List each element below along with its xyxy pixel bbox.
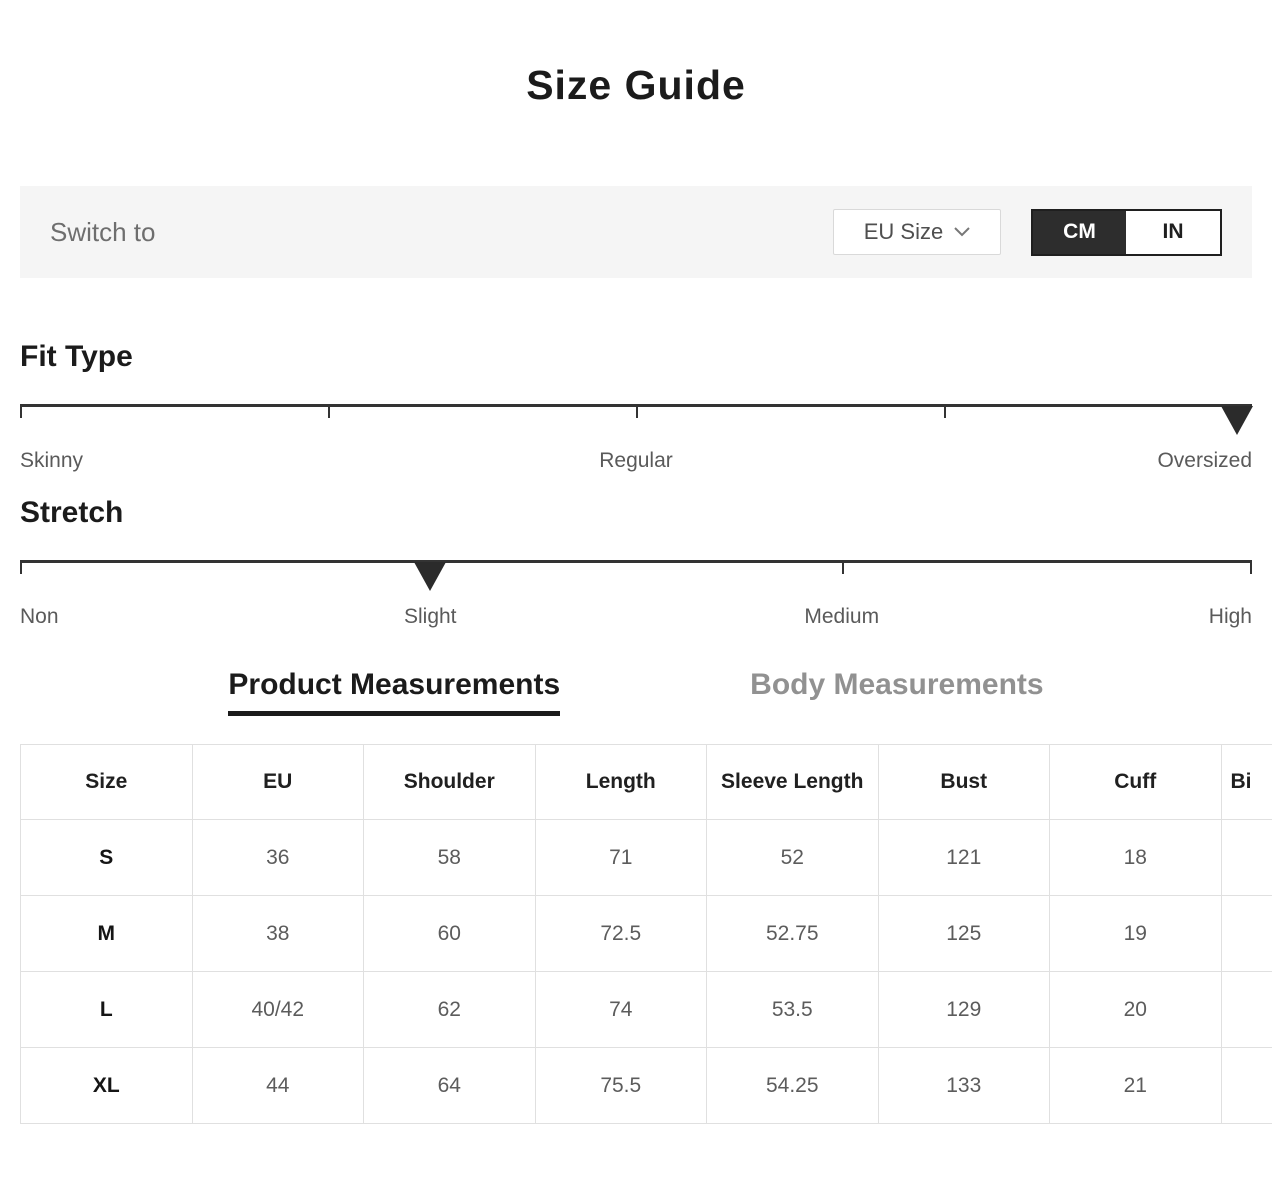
fit-type-tick	[944, 406, 946, 419]
stretch-tick	[20, 562, 22, 575]
stretch-slider: Non Slight Medium High	[20, 560, 1252, 631]
stretch-label-medium: Medium	[804, 605, 880, 629]
stretch-heading: Stretch	[20, 496, 124, 530]
table-row: XL 44 64 75.5 54.25 133 21	[20, 1047, 1272, 1125]
value-cell: 58	[363, 819, 536, 897]
value-cell: 121	[877, 819, 1050, 897]
value-cell: 21	[1049, 1047, 1222, 1125]
stretch-tick	[1250, 562, 1252, 575]
value-cell: 38	[191, 895, 364, 973]
table-header-row: Size EU Shoulder Length Sleeve Length Bust Cuf…	[20, 744, 1272, 821]
value-cell	[1220, 819, 1272, 897]
value-cell: 53.5	[706, 971, 879, 1049]
value-cell: 72.5	[534, 895, 707, 973]
stretch-label-slight: Slight	[403, 605, 457, 629]
chevron-down-icon	[954, 227, 970, 237]
fit-type-tick	[636, 406, 638, 419]
value-cell	[1220, 971, 1272, 1049]
column-header: Sleeve Length	[706, 744, 879, 821]
switch-to-label: Switch to	[50, 216, 156, 247]
stretch-labels: Non Slight Medium High	[20, 605, 1252, 631]
size-system-value: EU Size	[863, 219, 944, 245]
size-cell: L	[20, 971, 193, 1049]
page-title: Size Guide	[526, 62, 746, 108]
fit-type-track-line	[20, 404, 1252, 408]
value-cell: 75.5	[534, 1047, 707, 1125]
unit-cm-button[interactable]: CM	[1033, 210, 1126, 254]
table-row: L 40/42 62 74 53.5 129 20	[20, 971, 1272, 1049]
unit-in-button[interactable]: IN	[1126, 210, 1220, 254]
value-cell: 44	[191, 1047, 364, 1125]
column-header: EU	[191, 744, 364, 821]
value-cell: 125	[877, 895, 1050, 973]
measurement-tabs: Product Measurements Body Measurements	[20, 668, 1252, 717]
value-cell: 60	[363, 895, 536, 973]
unit-toggle: CM IN	[1031, 208, 1222, 256]
value-cell: 52	[706, 819, 879, 897]
fit-type-slider: Skinny Regular Oversized	[20, 404, 1254, 475]
value-cell	[1220, 895, 1272, 973]
size-cell: S	[20, 819, 193, 897]
value-cell	[1220, 1047, 1272, 1125]
tab-product-measurements[interactable]: Product Measurements	[228, 668, 561, 717]
fit-type-tick	[20, 406, 22, 419]
column-header: Length	[534, 744, 707, 821]
value-cell: 40/42	[191, 971, 364, 1049]
column-header: Bi	[1220, 744, 1272, 821]
value-cell: 71	[534, 819, 707, 897]
value-cell: 133	[877, 1047, 1050, 1125]
value-cell: 52.75	[706, 895, 879, 973]
fit-type-label-oversized: Oversized	[1157, 449, 1252, 473]
stretch-label-high: High	[1208, 605, 1252, 629]
size-system-dropdown[interactable]: EU Size	[833, 209, 1001, 256]
size-table: Size EU Shoulder Length Sleeve Length Bust Cuf…	[20, 744, 1272, 1125]
value-cell: 19	[1049, 895, 1222, 973]
column-header: Cuff	[1049, 744, 1222, 821]
fit-type-heading: Fit Type	[20, 340, 133, 374]
column-header: Shoulder	[363, 744, 536, 821]
column-header: Bust	[877, 744, 1050, 821]
value-cell: 62	[363, 971, 536, 1049]
stretch-track	[20, 560, 1252, 594]
fit-type-tick	[328, 406, 330, 419]
value-cell: 129	[877, 971, 1050, 1049]
size-cell: XL	[20, 1047, 193, 1125]
size-guide-content: Fit Type Skinny Regular Oversized Stretch …	[20, 340, 1254, 717]
stretch-track-line	[20, 560, 1252, 564]
stretch-tick	[841, 562, 844, 575]
unit-switch-toolbar: Switch to EU Size CM IN	[20, 186, 1252, 279]
tab-body-measurements[interactable]: Body Measurements	[750, 668, 1044, 702]
value-cell: 36	[191, 819, 364, 897]
stretch-label-non: Non	[20, 605, 59, 629]
size-table-container: Size EU Shoulder Length Sleeve Length Bust Cuf…	[20, 744, 1272, 1125]
fit-type-track	[20, 404, 1254, 438]
fit-type-label-regular: Regular	[599, 449, 673, 473]
fit-type-marker-triangle-icon	[1221, 406, 1254, 436]
value-cell: 74	[534, 971, 707, 1049]
stretch-marker-triangle-icon	[414, 562, 447, 592]
value-cell: 54.25	[706, 1047, 879, 1125]
table-row: S 36 58 71 52 121 18	[20, 819, 1272, 897]
value-cell: 20	[1049, 971, 1222, 1049]
size-cell: M	[20, 895, 193, 973]
value-cell: 64	[363, 1047, 536, 1125]
fit-type-label-skinny: Skinny	[20, 449, 84, 473]
column-header: Size	[20, 744, 193, 821]
value-cell: 18	[1049, 819, 1222, 897]
fit-type-labels: Skinny Regular Oversized	[20, 449, 1252, 475]
table-row: M 38 60 72.5 52.75 125 19	[20, 895, 1272, 973]
